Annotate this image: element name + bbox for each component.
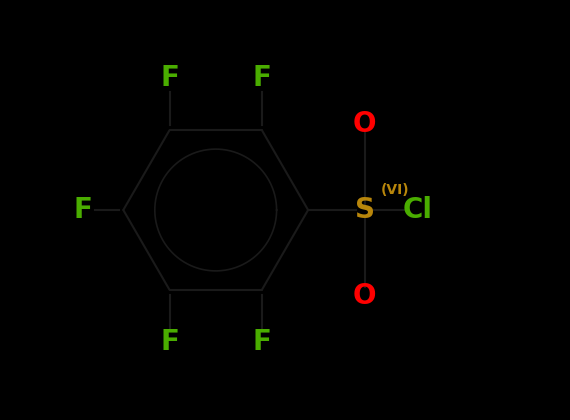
Text: F: F	[253, 64, 271, 92]
Text: Cl: Cl	[402, 196, 432, 224]
Text: S: S	[355, 196, 375, 224]
Text: F: F	[160, 328, 179, 356]
Text: O: O	[353, 282, 377, 310]
Text: F: F	[74, 196, 93, 224]
Text: (VI): (VI)	[381, 183, 409, 197]
Text: O: O	[353, 110, 377, 138]
Text: F: F	[253, 328, 271, 356]
Text: F: F	[160, 64, 179, 92]
